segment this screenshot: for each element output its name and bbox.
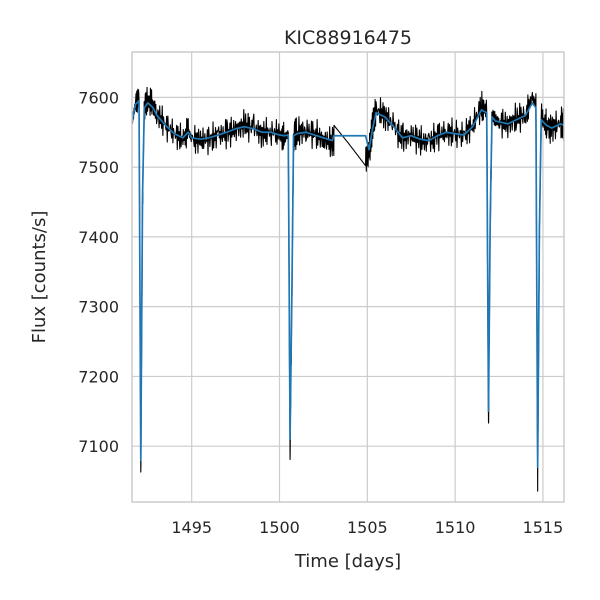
grid-lines <box>132 52 564 502</box>
x-tick-label: 1510 <box>435 518 476 537</box>
chart-title: KIC88916475 <box>284 27 412 49</box>
y-tick-label: 7100 <box>78 437 119 456</box>
x-tick-label: 1495 <box>171 518 212 537</box>
y-axis-label: Flux [counts/s] <box>29 211 50 344</box>
y-tick-label: 7300 <box>78 298 119 317</box>
raw-flux-line <box>131 86 565 492</box>
smoothed-flux-line <box>131 99 565 468</box>
x-tick-labels: 1495 1500 1505 1510 1515 <box>171 518 563 537</box>
x-axis-label: Time [days] <box>294 551 401 572</box>
plot-frame <box>131 51 565 503</box>
series-lines <box>131 86 565 492</box>
y-tick-label: 7600 <box>78 88 119 107</box>
x-tick-label: 1505 <box>347 518 388 537</box>
x-tick-label: 1500 <box>259 518 300 537</box>
x-tick-label: 1515 <box>523 518 564 537</box>
y-tick-labels: 7100 7200 7300 7400 7500 7600 <box>78 88 119 456</box>
y-tick-label: 7400 <box>78 228 119 247</box>
y-tick-label: 7200 <box>78 367 119 386</box>
y-tick-label: 7500 <box>78 158 119 177</box>
